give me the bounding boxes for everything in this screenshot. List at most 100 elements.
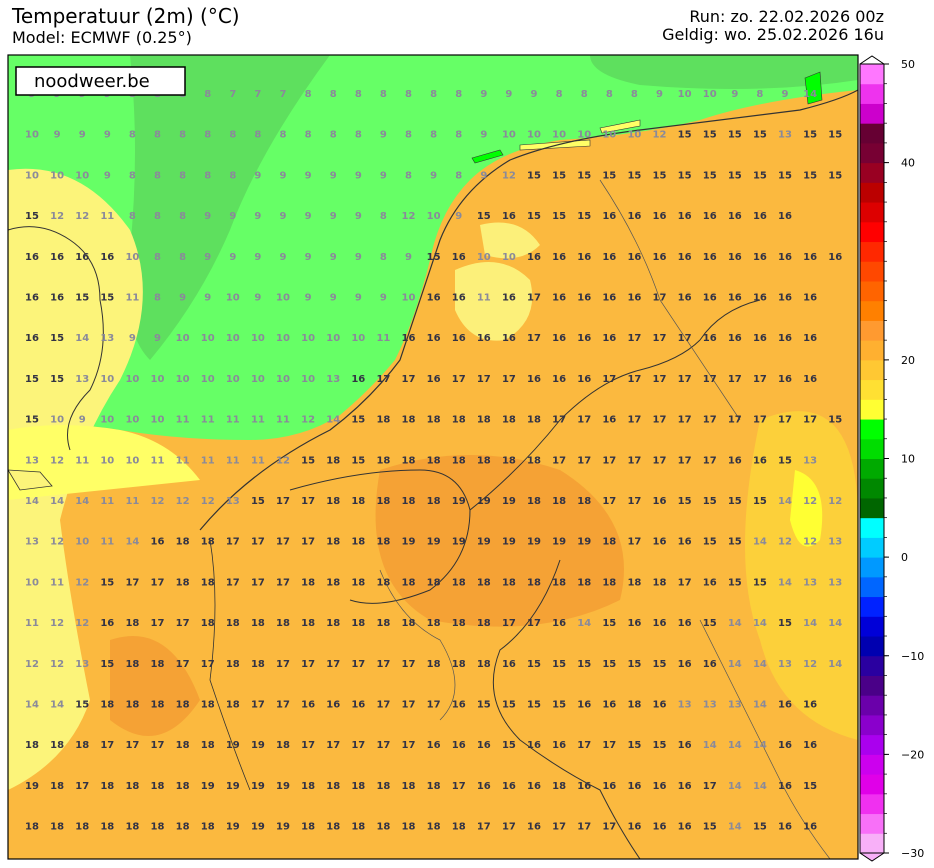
grid-value-label: 9 [104, 170, 111, 181]
colorbar-cell [860, 557, 884, 578]
grid-value-label: 16 [778, 781, 792, 792]
border-luxembourg [379, 569, 456, 721]
grid-value-label: 9 [355, 252, 362, 263]
map-background [8, 55, 858, 859]
colorbar-cell [860, 517, 884, 538]
grid-value-label: 13 [100, 333, 114, 344]
grid-value-label: 19 [502, 537, 516, 548]
grid-value-label: 18 [100, 700, 114, 711]
grid-value-label: 18 [376, 496, 390, 507]
grid-value-label: 17 [678, 415, 692, 426]
grid-value-label: 9 [254, 293, 261, 304]
grid-value-label: 8 [229, 130, 236, 141]
grid-value-label: 12 [803, 496, 817, 507]
grid-value-label: 11 [125, 293, 139, 304]
grid-value-label: 17 [653, 415, 667, 426]
grid-value-label: 17 [552, 415, 566, 426]
island [599, 119, 641, 134]
grid-value-label: 10 [125, 415, 139, 426]
grid-value-label: 10 [100, 455, 114, 466]
grid-value-label: 18 [151, 659, 165, 670]
grid-value-label: 9 [104, 130, 111, 141]
grid-value-label: 18 [100, 781, 114, 792]
grid-value-label: 17 [602, 455, 616, 466]
grid-value-label: 16 [75, 252, 89, 263]
grid-value-label: 16 [552, 374, 566, 385]
grid-value-label: 16 [602, 252, 616, 263]
grid-value-label: 16 [50, 252, 64, 263]
grid-value-label: 16 [577, 252, 591, 263]
grid-value-label: 18 [502, 455, 516, 466]
grid-value-label: 17 [351, 659, 365, 670]
warm-pocket [110, 636, 200, 736]
grid-value-label: 8 [606, 89, 613, 100]
grid-value-label: 16 [351, 374, 365, 385]
colorbar-cell [860, 833, 884, 854]
grid-value-label: 10 [627, 130, 641, 141]
grid-value-label: 15 [351, 455, 365, 466]
grid-value-label: 16 [803, 252, 817, 263]
colorbar-cell [860, 793, 884, 815]
grid-value-label: 16 [427, 293, 441, 304]
grid-value-label: 16 [25, 333, 39, 344]
grid-value-label: 11 [251, 415, 265, 426]
grid-value-label: 9 [305, 293, 312, 304]
state-border [599, 179, 741, 421]
grid-value-label: 16 [577, 333, 591, 344]
colorbar-tick-label: 40 [901, 157, 915, 170]
grid-value-label: 17 [527, 618, 541, 629]
watermark-box [15, 66, 186, 96]
grid-value-label: 8 [179, 170, 186, 181]
grid-value-label: 16 [627, 618, 641, 629]
grid-value-label: 16 [627, 781, 641, 792]
grid-value-label: 16 [602, 293, 616, 304]
grid-value-label: 18 [427, 618, 441, 629]
grid-value-label: 16 [678, 740, 692, 751]
grid-value-label: 16 [151, 537, 165, 548]
grid-value-label: 15 [251, 496, 265, 507]
grid-value-label: 16 [602, 211, 616, 222]
grid-value-label: 8 [756, 89, 763, 100]
grid-value-label: 18 [552, 781, 566, 792]
grid-value-label: 17 [276, 537, 290, 548]
grid-value-label: 8 [154, 170, 161, 181]
grid-value-label: 11 [251, 455, 265, 466]
grid-value-label: 15 [753, 496, 767, 507]
grid-value-label: 14 [753, 700, 767, 711]
grid-value-label: 15 [502, 700, 516, 711]
grid-value-label: 8 [455, 170, 462, 181]
grid-value-label: 9 [380, 170, 387, 181]
grid-value-label: 14 [753, 740, 767, 751]
grid-value-label: 16 [653, 700, 667, 711]
grid-value-label: 16 [502, 211, 516, 222]
grid-value-label: 16 [577, 374, 591, 385]
colorbar-cell [860, 300, 884, 321]
grid-value-label: 18 [201, 822, 215, 833]
grid-value-label: 9 [782, 89, 789, 100]
grid-value-label: 18 [427, 415, 441, 426]
grid-value-label: 11 [201, 455, 215, 466]
coastal-yellow-band [8, 425, 200, 500]
grid-value-label: 12 [50, 211, 64, 222]
grid-value-label: 19 [226, 740, 240, 751]
grid-value-label: 13 [828, 537, 842, 548]
grid-value-label: 18 [402, 822, 416, 833]
grid-value-label: 10 [502, 252, 516, 263]
grid-value-label: 15 [703, 496, 717, 507]
grid-value-label: 14 [25, 700, 39, 711]
colorbar-cell [860, 616, 884, 637]
grid-value-label: 11 [100, 211, 114, 222]
grid-value-label: 10 [125, 252, 139, 263]
grid-value-label: 16 [577, 293, 591, 304]
lake-area [455, 262, 533, 341]
grid-value-label: 9 [280, 211, 287, 222]
grid-value-label: 15 [828, 130, 842, 141]
colorbar-cell [860, 221, 884, 243]
grid-value-label: 16 [778, 293, 792, 304]
grid-value-label: 16 [552, 618, 566, 629]
grid-value-label: 9 [731, 89, 738, 100]
grid-value-label: 10 [226, 333, 240, 344]
grid-value-label: 15 [25, 211, 39, 222]
grid-value-label: 8 [581, 89, 588, 100]
grid-value-label: 16 [653, 496, 667, 507]
